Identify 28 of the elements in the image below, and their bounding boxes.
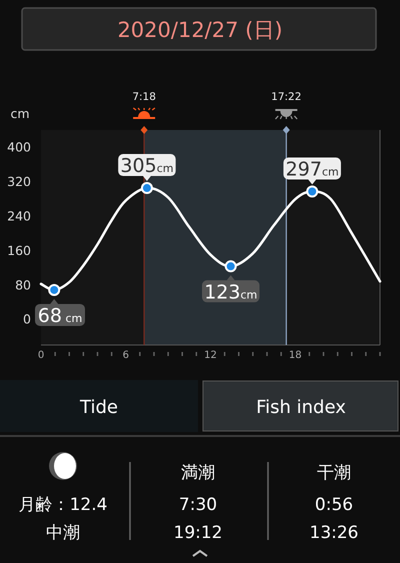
text: 満潮	[181, 463, 215, 483]
data-label: 123cm	[204, 281, 258, 304]
data-label: 68 cm	[38, 304, 82, 327]
y-tick-label: 320	[7, 174, 32, 190]
ref-line-label: 17:22	[271, 91, 302, 103]
data-label: 297cm	[286, 158, 339, 180]
x-tick-label: 0	[38, 350, 44, 361]
y-tick-label: 80	[15, 277, 32, 292]
y-tick-label: 240	[7, 208, 32, 224]
x-tick-label: 18	[288, 350, 302, 361]
text: 19:12	[174, 523, 222, 543]
text: 0:56	[314, 495, 354, 515]
data-label: 305cm	[120, 155, 174, 178]
x-tick-label: 12	[204, 350, 217, 361]
text: Tide	[79, 397, 118, 418]
chart-title: 2020/12/27 (日)	[117, 18, 283, 42]
y-tick-label: 160	[7, 242, 32, 258]
y-axis-title: cm	[10, 106, 30, 121]
text: 中潮	[46, 523, 80, 543]
text: Fish index	[256, 397, 346, 418]
y-tick-label: 0	[23, 312, 32, 327]
text: 7:30	[178, 495, 218, 515]
ref-line-label: 7:18	[132, 91, 156, 103]
text: 干潮	[317, 463, 351, 483]
y-tick-label: 400	[7, 140, 32, 155]
x-tick-label: 6	[122, 350, 129, 361]
text: 13:26	[310, 523, 358, 543]
text: 月齢：12.4	[18, 495, 108, 515]
